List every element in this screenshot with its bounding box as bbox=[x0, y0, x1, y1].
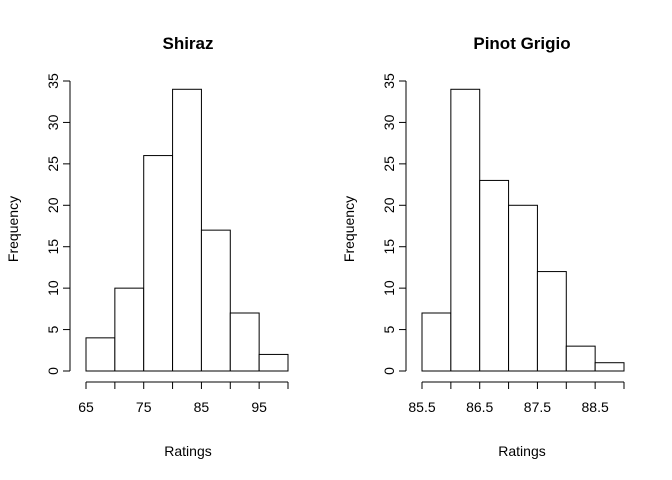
chart-title: Pinot Grigio bbox=[473, 34, 570, 53]
histogram-bar bbox=[143, 155, 174, 372]
y-tick-label: 5 bbox=[45, 325, 61, 333]
y-axis-label: Frequency bbox=[5, 196, 21, 262]
x-axis-label: Ratings bbox=[164, 443, 211, 459]
y-tick-label: 0 bbox=[45, 367, 61, 375]
y-tick-label: 35 bbox=[381, 73, 397, 89]
y-tick-label: 0 bbox=[381, 367, 397, 375]
histogram-bar bbox=[172, 88, 202, 372]
pinot-grigio-histogram-panel: Pinot Grigio Ratings Frequency 0 5 10 15 20 2… bbox=[341, 34, 625, 459]
histogram-bar bbox=[229, 312, 260, 372]
y-tick-label: 30 bbox=[381, 114, 397, 130]
y-tick-label: 35 bbox=[45, 73, 61, 89]
y-tick-label: 20 bbox=[45, 197, 61, 213]
histogram-bar bbox=[508, 204, 538, 372]
histogram-bar bbox=[536, 271, 567, 372]
y-tick-label: 10 bbox=[45, 280, 61, 296]
x-tick-label: 86.5 bbox=[466, 399, 493, 415]
histogram-bar bbox=[565, 345, 596, 372]
y-tick-label: 15 bbox=[45, 239, 61, 255]
y-tick-label: 20 bbox=[381, 197, 397, 213]
y-tick-label: 15 bbox=[381, 239, 397, 255]
y-tick-label: 30 bbox=[45, 114, 61, 130]
histogram-bar bbox=[258, 353, 289, 372]
histogram-bar bbox=[114, 287, 145, 372]
y-tick-label: 25 bbox=[381, 156, 397, 172]
x-tick-label: 75 bbox=[136, 399, 152, 415]
x-tick-label: 88.5 bbox=[582, 399, 609, 415]
histogram-bar bbox=[450, 88, 481, 372]
histogram-bar bbox=[200, 229, 231, 372]
histogram-bar bbox=[85, 337, 116, 372]
y-tick-label: 5 bbox=[381, 325, 397, 333]
x-tick-label: 95 bbox=[251, 399, 267, 415]
histogram-bar bbox=[594, 362, 625, 372]
x-tick-label: 87.5 bbox=[524, 399, 551, 415]
x-axis-label: Ratings bbox=[498, 443, 545, 459]
histogram-bar bbox=[479, 179, 510, 372]
x-tick-label: 85 bbox=[194, 399, 210, 415]
x-tick-label: 65 bbox=[78, 399, 94, 415]
shiraz-histogram-panel: Shiraz Ratings Frequency 0 5 10 15 20 25 30 35 6… bbox=[5, 34, 289, 459]
y-axis-label: Frequency bbox=[341, 196, 357, 262]
y-tick-label: 25 bbox=[45, 156, 61, 172]
x-tick-label: 85.5 bbox=[408, 399, 435, 415]
histogram-bar bbox=[421, 312, 452, 372]
chart-title: Shiraz bbox=[162, 34, 213, 53]
y-tick-label: 10 bbox=[381, 280, 397, 296]
